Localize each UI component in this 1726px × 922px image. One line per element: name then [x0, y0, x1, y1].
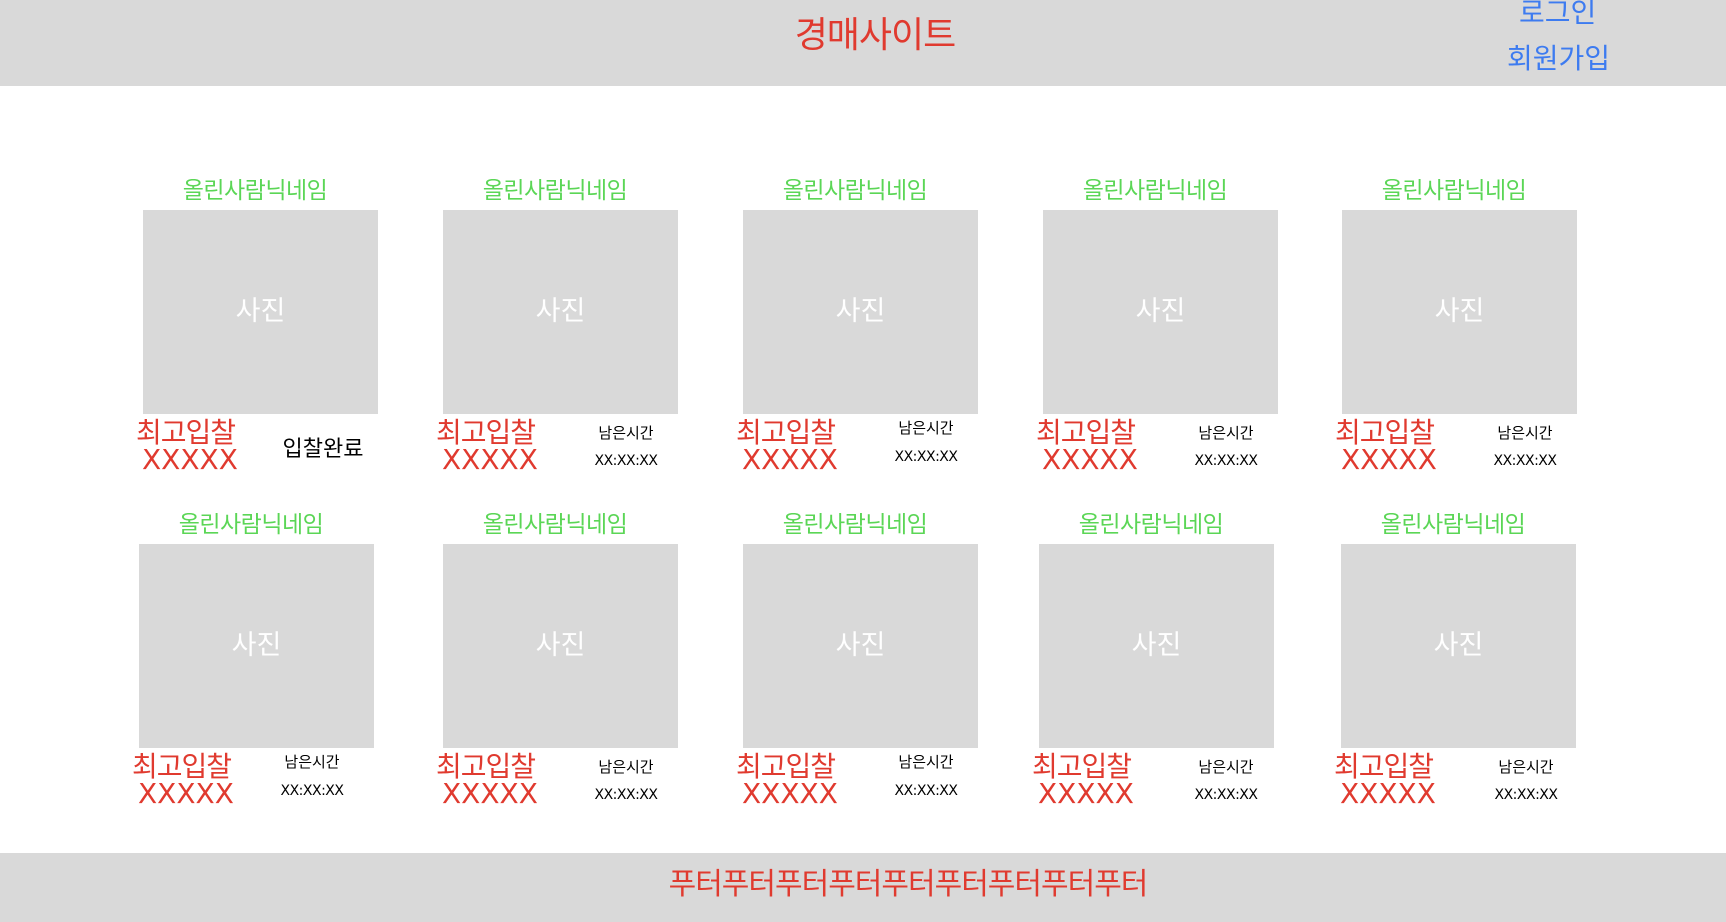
auction-card[interactable]: 올린사람닉네임 사진 최고입찰 XXXXX 남은시간 XX:XX:XX [1032, 511, 1274, 821]
seller-nickname: 올린사람닉네임 [1381, 178, 1527, 204]
highest-bid-label: 최고입찰 [1335, 416, 1435, 449]
seller-nickname: 올린사람닉네임 [782, 512, 928, 538]
bid-complete-status: 입찰완료 [282, 437, 364, 462]
highest-bid-label: 최고입찰 [736, 416, 836, 449]
highest-bid-value: XXXXX [442, 777, 538, 810]
time-left-value: XX:XX:XX [894, 449, 958, 465]
highest-bid-value: XXXXX [1341, 443, 1437, 476]
time-left-value: XX:XX:XX [594, 453, 658, 469]
footer-text: 푸터푸터푸터푸터푸터푸터푸터푸터푸터 [668, 867, 1149, 902]
highest-bid-value: XXXXX [1042, 443, 1138, 476]
photo-placeholder-label: 사진 [835, 296, 886, 327]
highest-bid-label: 최고입찰 [1032, 750, 1132, 783]
highest-bid-value: XXXXX [742, 777, 838, 810]
item-photo[interactable]: 사진 [443, 544, 678, 748]
item-photo[interactable]: 사진 [1039, 544, 1274, 748]
seller-nickname: 올린사람닉네임 [1380, 512, 1526, 538]
highest-bid-label: 최고입찰 [436, 416, 536, 449]
auction-card[interactable]: 올린사람닉네임 사진 최고입찰 XXXXX 남은시간 XX:XX:XX [436, 177, 678, 487]
highest-bid-value: XXXXX [1340, 777, 1436, 810]
signup-link[interactable]: 회원가입 [1507, 42, 1611, 75]
photo-placeholder-label: 사진 [235, 296, 286, 327]
auction-card[interactable]: 올린사람닉네임 사진 최고입찰 XXXXX 남은시간 XX:XX:XX [1335, 177, 1577, 487]
highest-bid-value: XXXXX [1038, 777, 1134, 810]
item-photo[interactable]: 사진 [1342, 210, 1577, 414]
auction-card[interactable]: 올린사람닉네임 사진 최고입찰 XXXXX 남은시간 XX:XX:XX [1036, 177, 1278, 487]
highest-bid-label: 최고입찰 [1036, 416, 1136, 449]
time-left-label: 남은시간 [1198, 758, 1254, 776]
auction-card[interactable]: 올린사람닉네임 사진 최고입찰 XXXXX 남은시간 XX:XX:XX [1334, 511, 1576, 821]
auction-card[interactable]: 올린사람닉네임 사진 최고입찰 XXXXX 남은시간 XX:XX:XX [132, 511, 374, 821]
auction-card[interactable]: 올린사람닉네임 사진 최고입찰 XXXXX 입찰완료 [136, 177, 378, 487]
time-left-label: 남은시간 [898, 753, 954, 771]
time-left-label: 남은시간 [898, 419, 954, 437]
time-left-value: XX:XX:XX [280, 783, 344, 799]
item-photo[interactable]: 사진 [443, 210, 678, 414]
login-link[interactable]: 로그인 [1519, 0, 1597, 29]
item-photo[interactable]: 사진 [743, 544, 978, 748]
time-left-label: 남은시간 [598, 424, 654, 442]
site-title[interactable]: 경매사이트 [794, 15, 957, 56]
site-header: 경매사이트 로그인 회원가입 [0, 0, 1726, 86]
highest-bid-label: 최고입찰 [136, 416, 236, 449]
highest-bid-label: 최고입찰 [736, 750, 836, 783]
time-left-value: XX:XX:XX [1494, 787, 1558, 803]
photo-placeholder-label: 사진 [1434, 296, 1485, 327]
site-footer: 푸터푸터푸터푸터푸터푸터푸터푸터푸터 [0, 853, 1726, 922]
highest-bid-label: 최고입찰 [1334, 750, 1434, 783]
time-left-label: 남은시간 [598, 758, 654, 776]
photo-placeholder-label: 사진 [1135, 296, 1186, 327]
seller-nickname: 올린사람닉네임 [182, 178, 328, 204]
highest-bid-value: XXXXX [442, 443, 538, 476]
highest-bid-value: XXXXX [138, 777, 234, 810]
photo-placeholder-label: 사진 [1131, 630, 1182, 661]
seller-nickname: 올린사람닉네임 [482, 178, 628, 204]
item-photo[interactable]: 사진 [139, 544, 374, 748]
photo-placeholder-label: 사진 [835, 630, 886, 661]
time-left-label: 남은시간 [284, 753, 340, 771]
time-left-value: XX:XX:XX [594, 787, 658, 803]
time-left-value: XX:XX:XX [1493, 453, 1557, 469]
photo-placeholder-label: 사진 [231, 630, 282, 661]
seller-nickname: 올린사람닉네임 [782, 178, 928, 204]
item-photo[interactable]: 사진 [143, 210, 378, 414]
highest-bid-label: 최고입찰 [436, 750, 536, 783]
seller-nickname: 올린사람닉네임 [178, 512, 324, 538]
time-left-value: XX:XX:XX [1194, 787, 1258, 803]
item-photo[interactable]: 사진 [743, 210, 978, 414]
seller-nickname: 올린사람닉네임 [1078, 512, 1224, 538]
auction-card[interactable]: 올린사람닉네임 사진 최고입찰 XXXXX 남은시간 XX:XX:XX [436, 511, 678, 821]
item-photo[interactable]: 사진 [1043, 210, 1278, 414]
photo-placeholder-label: 사진 [535, 630, 586, 661]
time-left-label: 남은시간 [1498, 758, 1554, 776]
time-left-label: 남은시간 [1198, 424, 1254, 442]
seller-nickname: 올린사람닉네임 [1082, 178, 1228, 204]
time-left-value: XX:XX:XX [894, 783, 958, 799]
photo-placeholder-label: 사진 [535, 296, 586, 327]
highest-bid-label: 최고입찰 [132, 750, 232, 783]
auction-card[interactable]: 올린사람닉네임 사진 최고입찰 XXXXX 남은시간 XX:XX:XX [736, 511, 978, 821]
photo-placeholder-label: 사진 [1433, 630, 1484, 661]
seller-nickname: 올린사람닉네임 [482, 512, 628, 538]
auction-card[interactable]: 올린사람닉네임 사진 최고입찰 XXXXX 남은시간 XX:XX:XX [736, 177, 978, 487]
highest-bid-value: XXXXX [142, 443, 238, 476]
time-left-value: XX:XX:XX [1194, 453, 1258, 469]
highest-bid-value: XXXXX [742, 443, 838, 476]
item-photo[interactable]: 사진 [1341, 544, 1576, 748]
time-left-label: 남은시간 [1497, 424, 1553, 442]
